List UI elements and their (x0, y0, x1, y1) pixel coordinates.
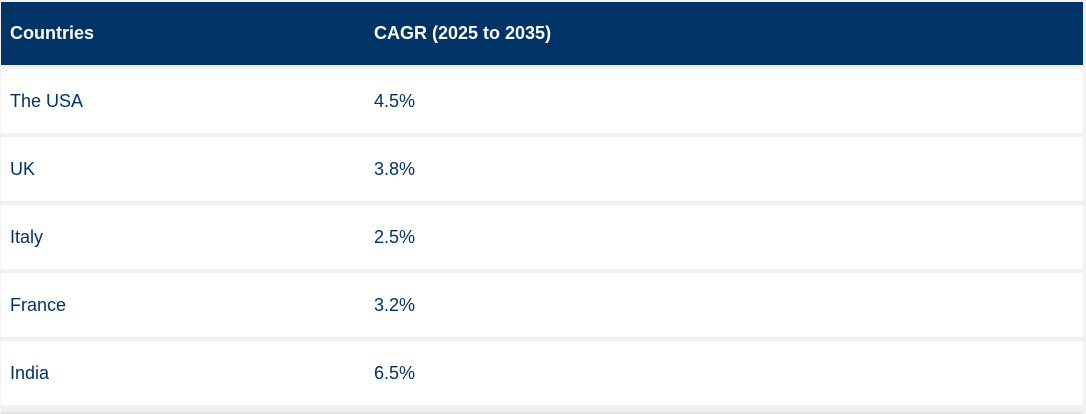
table-body: The USA 4.5% UK 3.8% Italy 2.5% France 3… (1, 69, 1083, 405)
table-row: India 6.5% (1, 341, 1083, 405)
table-row: The USA 4.5% (1, 69, 1083, 133)
cagr-cell: 3.2% (374, 294, 416, 315)
country-cell: India (10, 362, 50, 383)
header-countries: Countries (10, 23, 95, 43)
table-header: Countries CAGR (2025 to 2035) (1, 2, 1083, 65)
country-cell: Italy (10, 226, 44, 247)
country-cell: The USA (10, 90, 84, 111)
cagr-cell: 6.5% (374, 362, 416, 383)
header-cagr: CAGR (2025 to 2035) (374, 23, 552, 43)
table-row: France 3.2% (1, 273, 1083, 337)
table-row: UK 3.8% (1, 137, 1083, 201)
table-row: Italy 2.5% (1, 205, 1083, 269)
cagr-cell: 3.8% (374, 158, 416, 179)
country-cell: France (10, 294, 67, 315)
cagr-cell: 2.5% (374, 226, 416, 247)
cagr-cell: 4.5% (374, 90, 416, 111)
country-cell: UK (10, 158, 36, 179)
